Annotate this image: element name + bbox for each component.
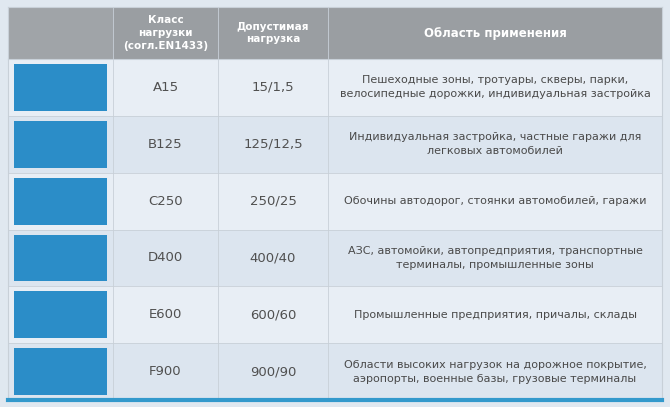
Bar xyxy=(8,173,662,230)
Text: 400/40: 400/40 xyxy=(250,252,296,265)
Bar xyxy=(14,234,107,281)
Text: 900/90: 900/90 xyxy=(250,365,296,378)
Text: 250/25: 250/25 xyxy=(249,195,296,208)
Bar xyxy=(14,348,107,395)
Bar xyxy=(14,64,107,111)
Bar xyxy=(14,121,107,168)
Text: A15: A15 xyxy=(153,81,179,94)
Bar xyxy=(14,291,107,338)
Text: Класс
нагрузки
(согл.EN1433): Класс нагрузки (согл.EN1433) xyxy=(123,15,208,51)
Bar xyxy=(14,178,107,225)
Text: 600/60: 600/60 xyxy=(250,308,296,321)
Text: F900: F900 xyxy=(149,365,182,378)
Bar xyxy=(8,7,113,59)
Text: 15/1,5: 15/1,5 xyxy=(252,81,294,94)
Text: E600: E600 xyxy=(149,308,182,321)
Bar xyxy=(8,343,662,400)
Text: C250: C250 xyxy=(148,195,183,208)
Text: Обочины автодорог, стоянки автомобилей, гаражи: Обочины автодорог, стоянки автомобилей, … xyxy=(344,196,647,206)
Text: Допустимая
нагрузка: Допустимая нагрузка xyxy=(237,22,310,44)
Text: 125/12,5: 125/12,5 xyxy=(243,138,303,151)
Text: Область применения: Область применения xyxy=(423,26,566,39)
Text: Пешеходные зоны, тротуары, скверы, парки,
велосипедные дорожки, индивидуальная з: Пешеходные зоны, тротуары, скверы, парки… xyxy=(340,75,651,99)
Text: Промышленные предприятия, причалы, склады: Промышленные предприятия, причалы, склад… xyxy=(354,310,636,320)
Bar xyxy=(8,230,662,287)
Text: Области высоких нагрузок на дорожное покрытие,
аэропорты, военные базы, грузовые: Области высоких нагрузок на дорожное пок… xyxy=(344,359,647,383)
Text: АЗС, автомойки, автопредприятия, транспортные
терминалы, промышленные зоны: АЗС, автомойки, автопредприятия, транспо… xyxy=(348,246,643,270)
Bar xyxy=(218,7,328,59)
Text: Индивидуальная застройка, частные гаражи для
легковых автомобилей: Индивидуальная застройка, частные гаражи… xyxy=(349,132,641,156)
Text: D400: D400 xyxy=(148,252,183,265)
Bar xyxy=(8,116,662,173)
Bar xyxy=(8,287,662,343)
Text: B125: B125 xyxy=(148,138,183,151)
Bar xyxy=(8,59,662,116)
Bar xyxy=(113,7,218,59)
Bar xyxy=(328,7,662,59)
